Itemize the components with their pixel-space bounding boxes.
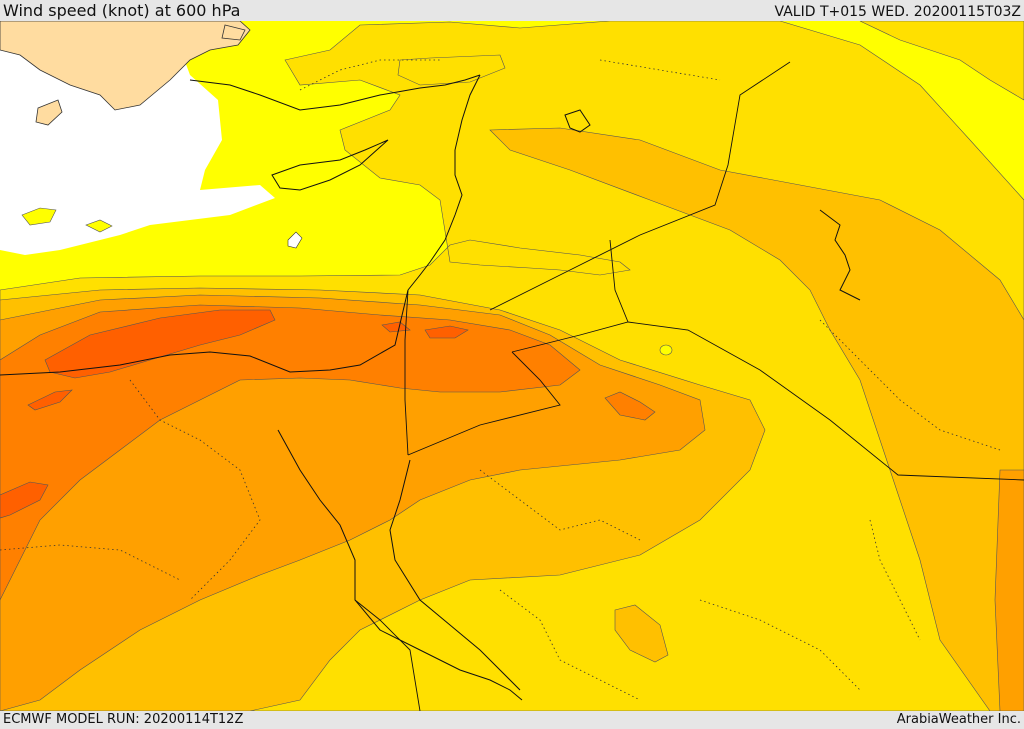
model-run: ECMWF MODEL RUN: 20200114T12Z: [3, 712, 244, 727]
band-deep-orange-3: [27, 389, 73, 411]
coast-north: [189, 74, 481, 111]
land-sand: [0, 21, 251, 111]
admin-5: [819, 319, 1001, 451]
header-bar: Wind speed (knot) at 600 hPa VALID T+015…: [0, 0, 1024, 21]
island-1: [35, 99, 63, 126]
band-gold-ne: [489, 127, 1024, 711]
border-3: [404, 289, 409, 456]
admin-1: [129, 379, 261, 601]
coast-red-sea-east: [389, 459, 521, 691]
coast-levant: [407, 74, 481, 291]
band-deep-orange: [44, 309, 276, 379]
band-deep-orange-4: [381, 321, 411, 333]
coast-red-sea-west: [277, 429, 523, 701]
coast-africa: [0, 289, 409, 376]
band-gold-south: [614, 604, 669, 663]
admin-2: [0, 544, 181, 581]
border-5: [354, 599, 421, 711]
yellow-spot-3: [85, 219, 113, 233]
wind-speed-map: [0, 21, 1024, 711]
band-deep-orange-5: [424, 325, 469, 339]
band-dark-orange: [0, 304, 581, 601]
band-dark-orange-spot: [604, 391, 656, 421]
coast-cyprus: [271, 139, 389, 191]
border-2: [511, 321, 1024, 481]
border-1: [489, 61, 791, 311]
lake-van: [564, 109, 591, 133]
valid-time: VALID T+015 WED. 20200115T03Z: [774, 4, 1021, 20]
admin-7: [699, 599, 861, 691]
white-spot-1: [287, 231, 303, 249]
yellow-spot-2: [21, 207, 57, 226]
admin-6: [869, 519, 921, 641]
coast-gulf: [819, 209, 861, 301]
border-4: [407, 351, 561, 456]
band-orange-east: [994, 469, 1024, 711]
yellow-spot-1: [659, 344, 673, 356]
brand-credit: ArabiaWeather Inc.: [896, 712, 1021, 727]
island-2: [221, 24, 246, 41]
admin-3: [479, 469, 641, 541]
admin-4: [499, 589, 641, 701]
band-deep-orange-2: [0, 481, 49, 519]
band-yellow-east: [859, 21, 1024, 101]
border-6: [609, 239, 629, 323]
footer-bar: ECMWF MODEL RUN: 20200114T12Z ArabiaWeat…: [0, 711, 1024, 729]
map-title: Wind speed (knot) at 600 hPa: [3, 1, 241, 20]
